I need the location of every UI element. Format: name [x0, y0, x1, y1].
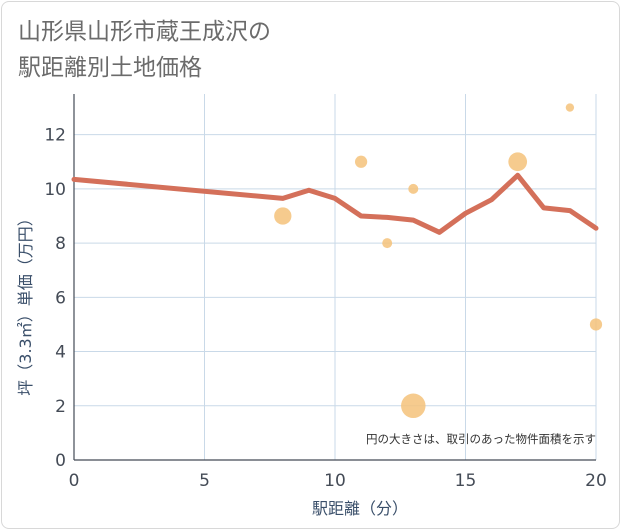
- x-tick-label: 10: [324, 471, 346, 491]
- axes: [73, 94, 596, 461]
- y-tick-label: 0: [55, 451, 66, 471]
- bubble-point: [354, 155, 368, 168]
- price-trend-line: [71, 172, 599, 235]
- y-tick-label: 10: [44, 180, 66, 200]
- chart-title: 山形県山形市蔵王成沢の 駅距離別土地価格: [18, 14, 271, 86]
- x-tick-label: 15: [455, 471, 477, 491]
- x-tick-label: 5: [199, 471, 210, 491]
- bubble-point: [589, 318, 603, 331]
- x-tick-label: 0: [69, 471, 80, 491]
- bubble-point: [382, 238, 393, 249]
- grid: [74, 94, 597, 460]
- y-tick-label: 8: [55, 234, 66, 254]
- chart-title-line-2: 駅距離別土地価格: [18, 55, 202, 81]
- y-tick-label: 6: [55, 288, 66, 308]
- bubble-point: [401, 393, 426, 419]
- y-tick-label: 4: [55, 343, 66, 363]
- y-tick-label: 2: [55, 397, 66, 417]
- bubble-point: [408, 183, 419, 194]
- x-axis-label: 駅距離（分）: [312, 499, 408, 518]
- bubble-point: [508, 152, 528, 172]
- chart-title-line-1: 山形県山形市蔵王成沢の: [18, 19, 271, 45]
- y-tick-label: 12: [44, 126, 66, 146]
- y-axis-label: 坪（3.3㎡）単価（万円）: [16, 210, 35, 395]
- bubble-size-note: 円の大きさは、取引のあった物件面積を示す: [366, 432, 596, 446]
- bubble-layer: [274, 103, 603, 419]
- x-tick-label: 20: [585, 471, 607, 491]
- tick-labels: 0 5 10 15 20 0 2 4 6 8 10 12: [44, 126, 606, 491]
- line-layer: [71, 172, 599, 235]
- bubble-point: [274, 207, 292, 225]
- bubble-point: [565, 103, 575, 112]
